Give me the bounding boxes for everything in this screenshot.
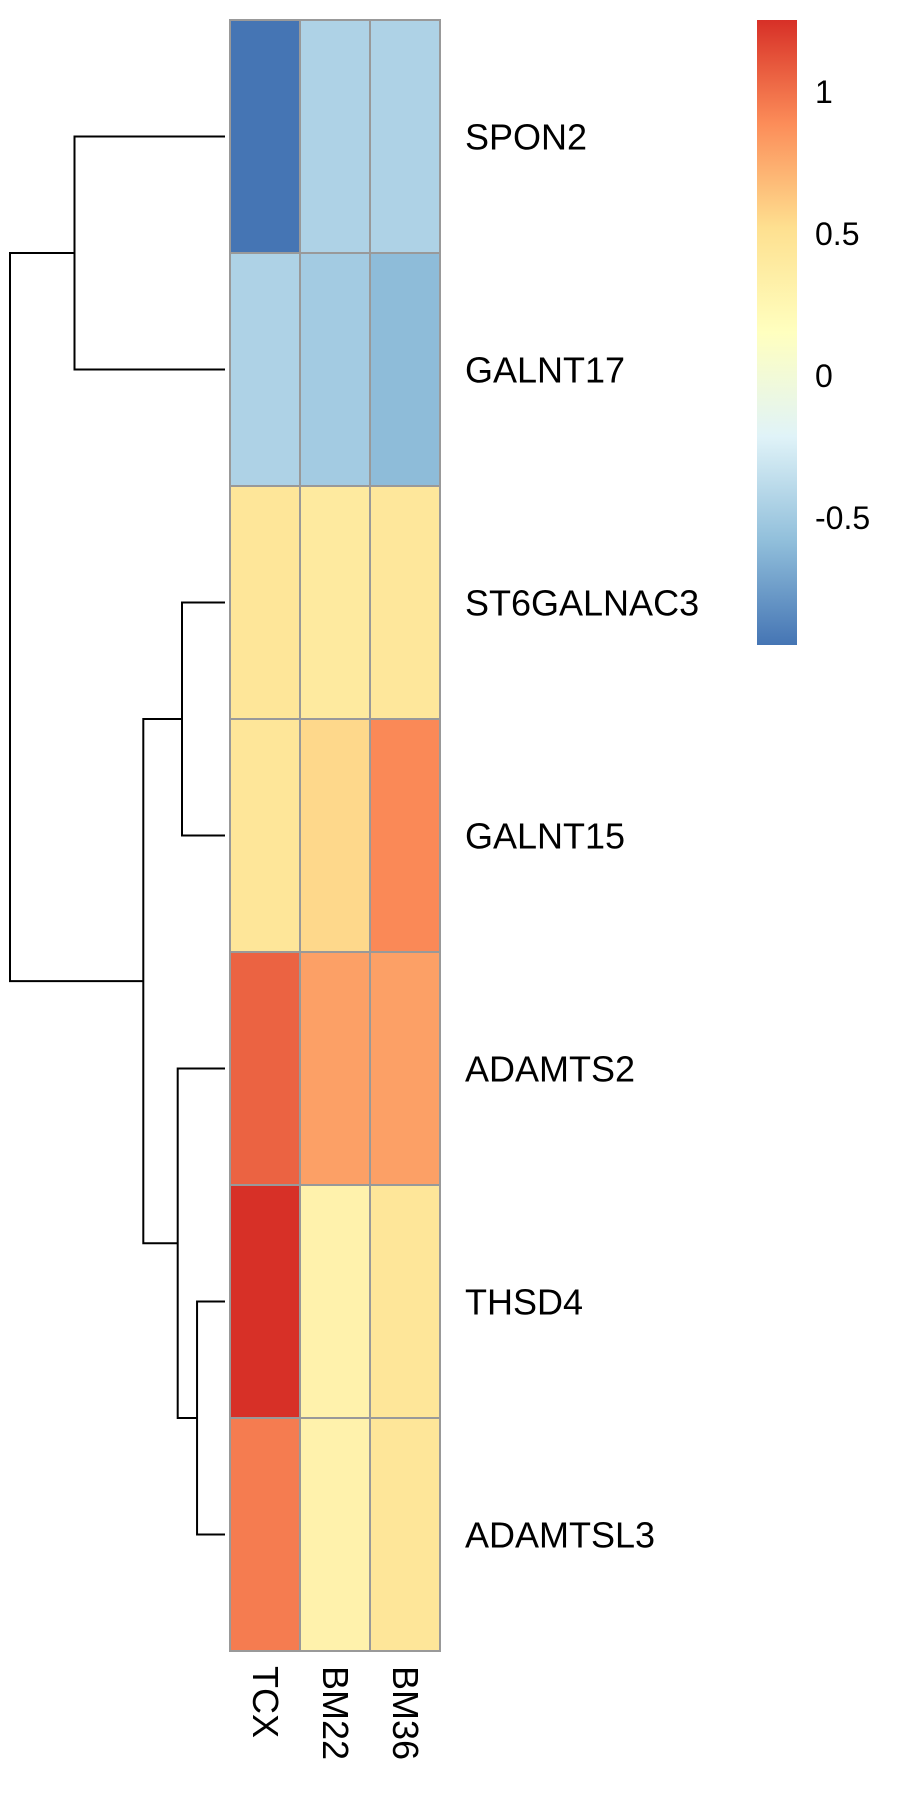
dendrogram-branch xyxy=(196,1300,225,1536)
dendrogram-branch xyxy=(181,601,225,837)
heatmap-cell xyxy=(369,1184,441,1419)
heatmap-cell xyxy=(229,718,301,953)
heatmap-cell xyxy=(299,252,371,487)
dendrogram-branch xyxy=(176,1067,225,1419)
column-label: BM36 xyxy=(385,1666,426,1760)
heatmap-cell xyxy=(369,951,441,1186)
column-label: TCX xyxy=(245,1666,286,1738)
legend-tick-label: 1 xyxy=(815,74,833,110)
dendrogram-branch xyxy=(142,718,182,1245)
heatmap-cell xyxy=(369,19,441,254)
heatmap-cell xyxy=(299,1417,371,1652)
heatmap-cell xyxy=(299,718,371,953)
color-legend: 1 0.5 0 -0.5 xyxy=(757,20,870,645)
heatmap-cells xyxy=(229,19,441,1652)
heatmap-cell xyxy=(299,485,371,720)
row-label: GALNT15 xyxy=(465,816,625,857)
heatmap-cell xyxy=(299,19,371,254)
dendrogram-branch xyxy=(73,135,225,371)
row-label: GALNT17 xyxy=(465,350,625,391)
heatmap-cell xyxy=(369,1417,441,1652)
heatmap-cell xyxy=(369,485,441,720)
heatmap-cell xyxy=(229,19,301,254)
legend-tick-label: -0.5 xyxy=(815,500,870,536)
row-label: THSD4 xyxy=(465,1282,583,1323)
row-label: SPON2 xyxy=(465,117,587,158)
heatmap-cell xyxy=(229,1417,301,1652)
heatmap-cell xyxy=(369,252,441,487)
row-label: ST6GALNAC3 xyxy=(465,583,699,624)
column-labels: TCX BM22 BM36 xyxy=(245,1666,426,1760)
heatmap-cell xyxy=(369,718,441,953)
heatmap-cell xyxy=(229,485,301,720)
legend-tick-label: 0 xyxy=(815,358,833,394)
heatmap-cell xyxy=(229,252,301,487)
heatmap-cell xyxy=(229,1184,301,1419)
heatmap-cell xyxy=(229,951,301,1186)
column-label: BM22 xyxy=(315,1666,356,1760)
legend-tick-label: 0.5 xyxy=(815,216,859,252)
heatmap-cell xyxy=(299,951,371,1186)
row-dendrogram xyxy=(9,135,225,1536)
dendrogram-branch xyxy=(9,252,144,983)
row-label: ADAMTSL3 xyxy=(465,1515,655,1556)
row-label: ADAMTS2 xyxy=(465,1049,635,1090)
row-labels: SPON2 GALNT17 ST6GALNAC3 GALNT15 ADAMTS2 THSD… xyxy=(465,117,699,1556)
legend-colorbar xyxy=(757,20,797,645)
heatmap-cell xyxy=(299,1184,371,1419)
